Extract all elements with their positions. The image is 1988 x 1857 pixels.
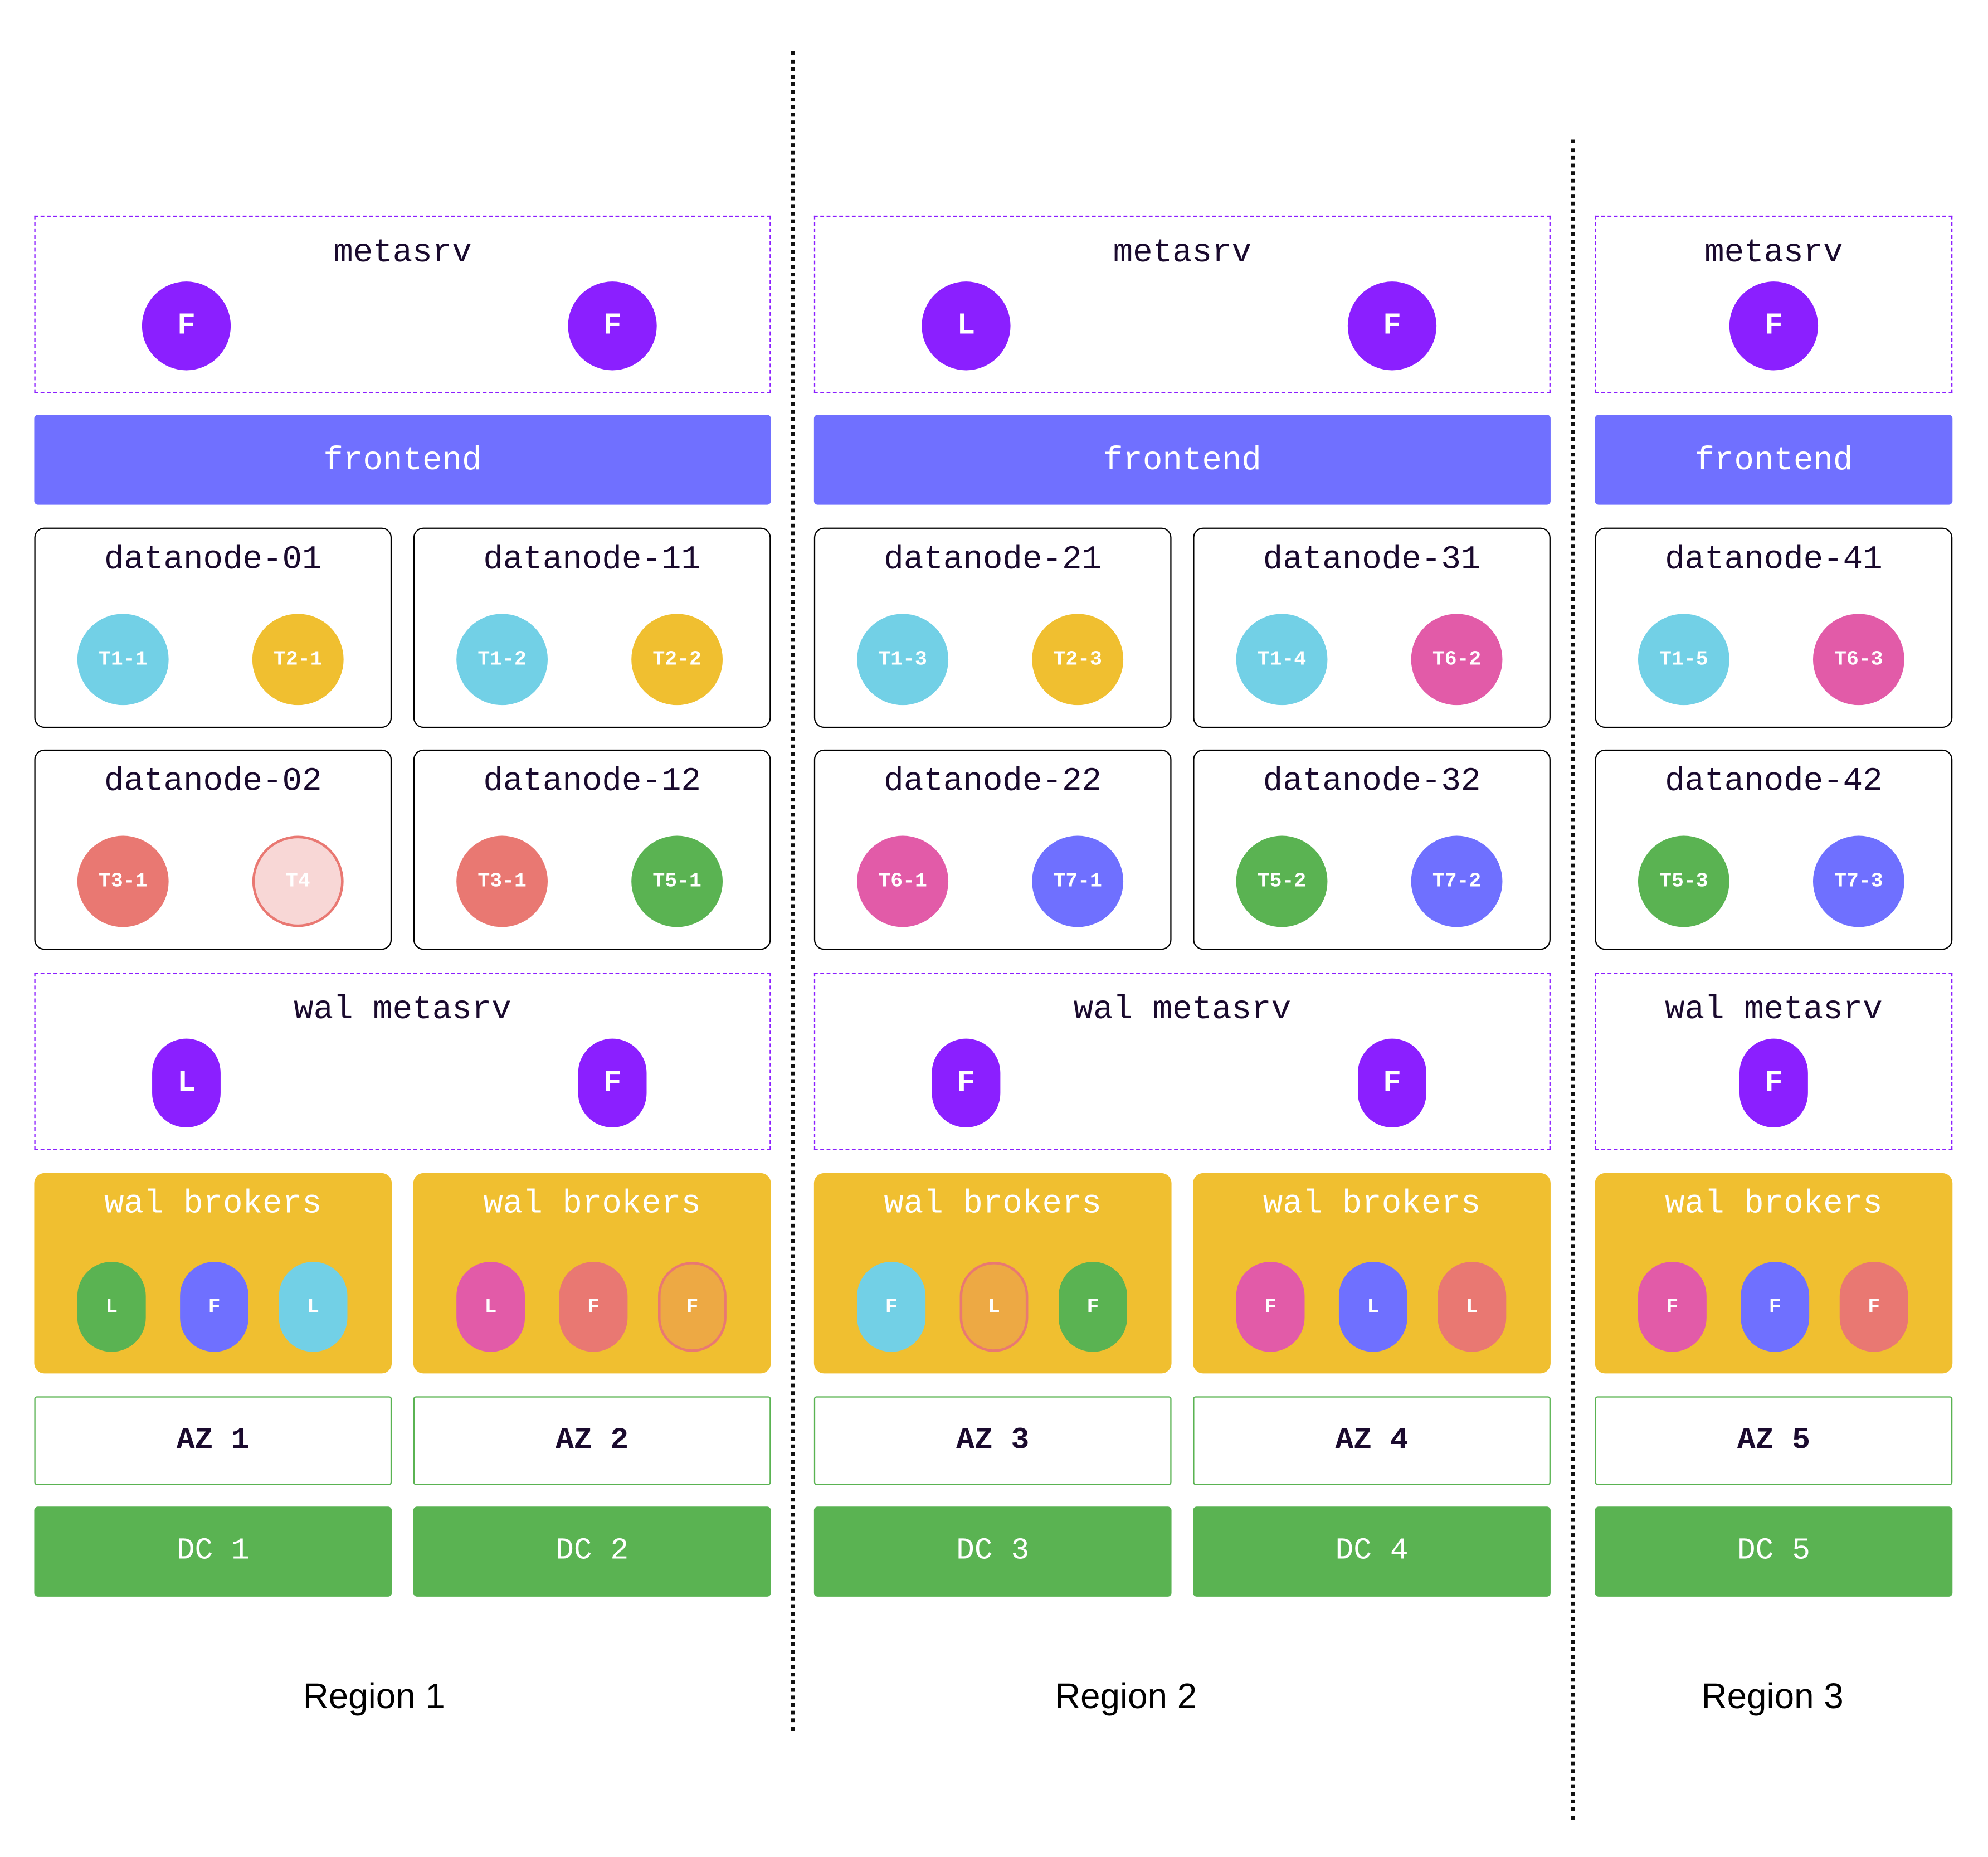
table-region-circle[interactable]: T7-1 <box>1032 835 1124 927</box>
wal-brokers-title: wal brokers <box>884 1184 1102 1223</box>
metasrv-box-title: metasrv <box>1704 233 1843 271</box>
table-region-circle[interactable]: T6-1 <box>857 835 949 927</box>
datanode-title: datanode-11 <box>483 540 701 579</box>
wal-broker-follower[interactable]: F <box>1839 1262 1908 1352</box>
wal-metasrv-node-follower[interactable]: F <box>932 1038 1001 1127</box>
wal-broker-leader[interactable]: L <box>456 1262 525 1352</box>
datacenter: DC 5 <box>1595 1506 1953 1597</box>
datacenter: DC 3 <box>813 1506 1172 1597</box>
table-region-circle[interactable]: T7-3 <box>1812 835 1904 927</box>
wal-brokers-title: wal brokers <box>483 1184 701 1223</box>
frontend-bar[interactable]: frontend <box>813 415 1551 505</box>
wal-broker-follower[interactable]: F <box>1236 1262 1305 1352</box>
wal-broker-follower[interactable]: F <box>1059 1262 1127 1352</box>
wal-metasrv-node-follower[interactable]: F <box>1739 1038 1808 1127</box>
table-region-circle[interactable]: T4 <box>252 835 344 927</box>
metasrv-box <box>1595 215 1953 393</box>
metasrv-box <box>34 215 771 393</box>
datacenter: DC 2 <box>413 1506 771 1597</box>
wal-broker-leader[interactable]: L <box>959 1262 1029 1352</box>
table-region-circle[interactable]: T5-3 <box>1638 835 1729 927</box>
metasrv-box-title: metasrv <box>333 233 472 271</box>
metasrv-node-follower[interactable]: F <box>1729 281 1819 371</box>
table-region-circle[interactable]: T1-3 <box>857 614 949 706</box>
metasrv-node-leader[interactable]: L <box>922 281 1011 371</box>
table-region-circle[interactable]: T6-3 <box>1812 614 1904 706</box>
datanode-title: datanode-31 <box>1263 540 1481 579</box>
region-label: Region 3 <box>1701 1676 1844 1716</box>
wal-broker-follower[interactable]: F <box>1638 1262 1707 1352</box>
wal-broker-leader[interactable]: L <box>1438 1262 1507 1352</box>
datanode-title: datanode-12 <box>483 762 701 800</box>
wal-brokers-title: wal brokers <box>1665 1184 1883 1223</box>
wal-metasrv-box <box>1595 973 1953 1150</box>
wal-metasrv-box-title: wal metasrv <box>294 990 511 1029</box>
table-region-circle[interactable]: T7-2 <box>1411 835 1503 927</box>
region-divider <box>791 51 795 1732</box>
wal-metasrv-box <box>813 973 1551 1150</box>
datanode-title: datanode-41 <box>1665 540 1883 579</box>
wal-broker-follower[interactable]: F <box>180 1262 248 1352</box>
datanode-title: datanode-21 <box>884 540 1102 579</box>
region-divider <box>1571 139 1575 1820</box>
wal-brokers-title: wal brokers <box>1263 1184 1481 1223</box>
table-region-circle[interactable]: T3-1 <box>77 835 169 927</box>
frontend-bar[interactable]: frontend <box>1595 415 1953 505</box>
datacenter: DC 4 <box>1193 1506 1551 1597</box>
table-region-circle[interactable]: T2-1 <box>252 614 344 706</box>
wal-metasrv-node-follower[interactable]: F <box>578 1038 647 1127</box>
availability-zone: AZ 1 <box>34 1396 392 1485</box>
wal-broker-follower[interactable]: F <box>657 1262 727 1352</box>
wal-metasrv-node-follower[interactable]: F <box>1358 1038 1426 1127</box>
wal-metasrv-box-title: wal metasrv <box>1665 990 1883 1029</box>
wal-metasrv-box <box>34 973 771 1150</box>
table-region-circle[interactable]: T6-2 <box>1411 614 1503 706</box>
table-region-circle[interactable]: T2-3 <box>1032 614 1124 706</box>
availability-zone: AZ 4 <box>1193 1396 1551 1485</box>
table-region-circle[interactable]: T1-5 <box>1638 614 1729 706</box>
wal-broker-follower[interactable]: F <box>1741 1262 1810 1352</box>
frontend-bar[interactable]: frontend <box>34 415 771 505</box>
metasrv-node-follower[interactable]: F <box>568 281 657 371</box>
availability-zone: AZ 3 <box>813 1396 1172 1485</box>
table-region-circle[interactable]: T1-4 <box>1236 614 1328 706</box>
datanode-title: datanode-02 <box>104 762 322 800</box>
datacenter: DC 1 <box>34 1506 392 1597</box>
wal-broker-leader[interactable]: L <box>279 1262 348 1352</box>
region-label: Region 1 <box>303 1676 445 1716</box>
table-region-circle[interactable]: T5-1 <box>631 835 723 927</box>
wal-broker-follower[interactable]: F <box>857 1262 926 1352</box>
datanode-title: datanode-42 <box>1665 762 1883 800</box>
table-region-circle[interactable]: T3-1 <box>456 835 548 927</box>
datanode-title: datanode-22 <box>884 762 1102 800</box>
metasrv-box-title: metasrv <box>1113 233 1252 271</box>
metasrv-node-follower[interactable]: F <box>142 281 231 371</box>
wal-broker-follower[interactable]: F <box>559 1262 628 1352</box>
region-label: Region 2 <box>1055 1676 1197 1716</box>
metasrv-node-follower[interactable]: F <box>1347 281 1437 371</box>
datanode-title: datanode-01 <box>104 540 322 579</box>
metasrv-box <box>813 215 1551 393</box>
wal-broker-leader[interactable]: L <box>77 1262 146 1352</box>
wal-broker-leader[interactable]: L <box>1338 1262 1407 1352</box>
wal-metasrv-node-leader[interactable]: L <box>152 1038 221 1127</box>
wal-metasrv-box-title: wal metasrv <box>1073 990 1292 1029</box>
table-region-circle[interactable]: T5-2 <box>1236 835 1328 927</box>
table-region-circle[interactable]: T1-1 <box>77 614 169 706</box>
table-region-circle[interactable]: T1-2 <box>456 614 548 706</box>
wal-brokers-title: wal brokers <box>104 1184 322 1223</box>
table-region-circle[interactable]: T2-2 <box>631 614 723 706</box>
datanode-title: datanode-32 <box>1263 762 1481 800</box>
availability-zone: AZ 5 <box>1595 1396 1953 1485</box>
availability-zone: AZ 2 <box>413 1396 771 1485</box>
